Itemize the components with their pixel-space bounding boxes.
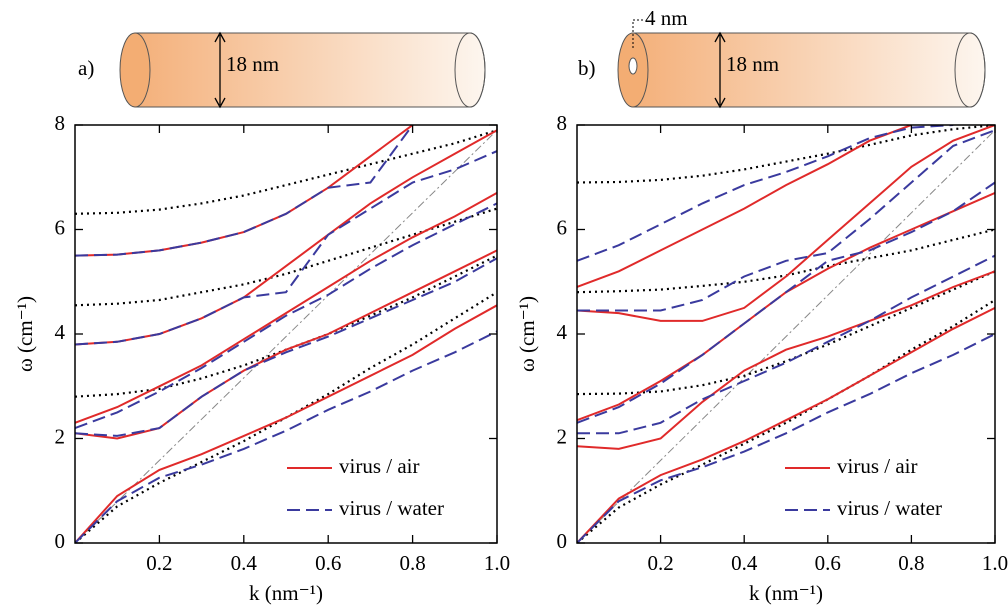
y-tick-label: 8 bbox=[55, 111, 66, 135]
series-line bbox=[75, 125, 414, 257]
diameter-label: 18 nm bbox=[226, 52, 279, 76]
series-line bbox=[577, 129, 995, 543]
legend-label: virus / air bbox=[837, 454, 917, 478]
x-tick-label: 0.6 bbox=[315, 551, 341, 575]
hole-label: 4 nm bbox=[645, 6, 688, 30]
series-line bbox=[75, 125, 414, 257]
cylinder-a bbox=[119, 31, 486, 109]
y-tick-label: 8 bbox=[557, 111, 568, 135]
series-line bbox=[577, 125, 912, 288]
x-tick-label: 1.0 bbox=[484, 551, 510, 575]
y-tick-label: 4 bbox=[55, 320, 66, 344]
y-tick-label: 6 bbox=[557, 215, 568, 239]
x-tick-label: 0.4 bbox=[731, 551, 758, 575]
series-line bbox=[577, 333, 995, 543]
series-line bbox=[75, 129, 497, 346]
x-tick-label: 0.8 bbox=[399, 551, 425, 575]
series-line bbox=[577, 129, 995, 312]
series-line bbox=[577, 125, 995, 184]
series-line bbox=[75, 192, 497, 424]
x-tick-label: 0.2 bbox=[146, 551, 172, 575]
series-line bbox=[577, 125, 995, 322]
legend-label: virus / water bbox=[339, 496, 444, 520]
series-line bbox=[577, 125, 954, 262]
y-tick-label: 2 bbox=[557, 424, 568, 448]
series-line bbox=[577, 307, 995, 543]
y-tick-label: 6 bbox=[55, 215, 66, 239]
x-axis-label: k (nm⁻¹) bbox=[249, 581, 323, 605]
plot-frame bbox=[74, 124, 498, 544]
series-line bbox=[577, 299, 995, 543]
x-tick-label: 1.0 bbox=[982, 551, 1008, 575]
series-line bbox=[577, 181, 995, 424]
y-axis-label: ω (cm⁻¹) bbox=[515, 296, 539, 372]
legend-label: virus / air bbox=[339, 454, 419, 478]
x-tick-label: 0.4 bbox=[231, 551, 258, 575]
series-line bbox=[75, 257, 497, 437]
panel-label: a) bbox=[78, 56, 94, 80]
cylinder-b bbox=[617, 19, 986, 109]
series-line bbox=[577, 254, 995, 435]
x-tick-label: 0.8 bbox=[898, 551, 924, 575]
series-line bbox=[577, 191, 995, 422]
series-line bbox=[577, 270, 995, 396]
series-line bbox=[75, 129, 497, 543]
x-tick-label: 0.6 bbox=[815, 551, 841, 575]
series-line bbox=[75, 202, 497, 430]
y-tick-label: 0 bbox=[55, 529, 66, 553]
x-axis-label: k (nm⁻¹) bbox=[749, 581, 823, 605]
diameter-label: 18 nm bbox=[726, 52, 779, 76]
y-tick-label: 4 bbox=[557, 320, 568, 344]
y-tick-label: 2 bbox=[55, 424, 66, 448]
y-tick-label: 0 bbox=[557, 529, 568, 553]
plot-frame bbox=[576, 124, 996, 544]
series-line bbox=[75, 304, 497, 543]
y-axis-label: ω (cm⁻¹) bbox=[13, 296, 37, 372]
series-line bbox=[75, 249, 497, 440]
panel-label: b) bbox=[578, 56, 596, 80]
series-line bbox=[577, 270, 995, 450]
series-line bbox=[75, 129, 497, 215]
series-line bbox=[75, 254, 497, 398]
x-tick-label: 0.2 bbox=[647, 551, 673, 575]
legend-label: virus / water bbox=[837, 496, 942, 520]
series-line bbox=[75, 150, 497, 346]
